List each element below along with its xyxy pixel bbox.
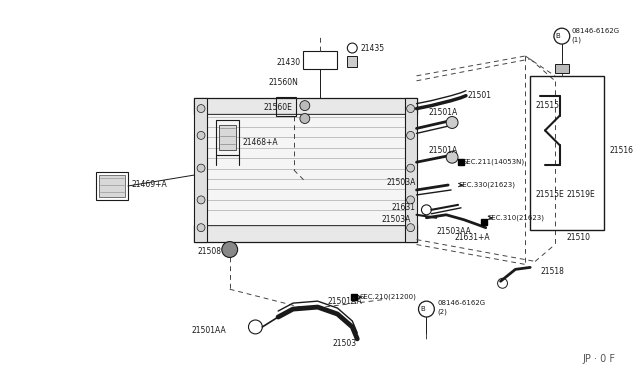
- Circle shape: [446, 116, 458, 128]
- Text: 21501AA: 21501AA: [328, 296, 362, 306]
- Polygon shape: [194, 98, 207, 241]
- Text: 21503AA: 21503AA: [436, 227, 471, 236]
- Text: SEC.310(21623): SEC.310(21623): [488, 215, 545, 221]
- Polygon shape: [555, 64, 569, 73]
- Text: (2): (2): [437, 309, 447, 315]
- Text: 21503: 21503: [333, 339, 356, 348]
- Polygon shape: [99, 175, 125, 197]
- Circle shape: [406, 164, 415, 172]
- Circle shape: [446, 151, 458, 163]
- Circle shape: [197, 164, 205, 172]
- Polygon shape: [197, 113, 415, 225]
- Text: 21631: 21631: [392, 203, 416, 212]
- Text: 21631+A: 21631+A: [454, 233, 490, 242]
- Text: 21518: 21518: [540, 267, 564, 276]
- Polygon shape: [404, 98, 417, 241]
- Text: B: B: [420, 306, 425, 312]
- Text: (1): (1): [572, 37, 582, 44]
- Text: 21501AA: 21501AA: [191, 326, 226, 336]
- Circle shape: [300, 113, 310, 124]
- Text: B: B: [556, 33, 560, 39]
- Text: 21519E: 21519E: [567, 190, 596, 199]
- Text: 21508: 21508: [197, 247, 221, 256]
- Polygon shape: [194, 225, 417, 241]
- Text: 21430: 21430: [276, 58, 300, 67]
- Circle shape: [406, 131, 415, 140]
- Text: 21560E: 21560E: [263, 103, 292, 112]
- Text: 21515: 21515: [535, 101, 559, 110]
- Text: 21435: 21435: [360, 44, 384, 52]
- Polygon shape: [194, 98, 417, 113]
- Text: 21560N: 21560N: [268, 78, 298, 87]
- Circle shape: [406, 224, 415, 232]
- Circle shape: [197, 131, 205, 140]
- Text: 21501A: 21501A: [428, 108, 458, 117]
- Text: SEC.210(21200): SEC.210(21200): [359, 294, 416, 301]
- Text: SEC.211(14053N): SEC.211(14053N): [463, 159, 525, 166]
- Text: 21503A: 21503A: [387, 177, 416, 186]
- Text: 08146-6162G: 08146-6162G: [572, 28, 620, 34]
- Text: 21516: 21516: [609, 146, 633, 155]
- Polygon shape: [348, 56, 357, 67]
- Text: SEC.330(21623): SEC.330(21623): [458, 182, 515, 188]
- Text: JP · 0 F: JP · 0 F: [582, 354, 616, 364]
- Circle shape: [197, 196, 205, 204]
- Text: 21515E: 21515E: [535, 190, 564, 199]
- Text: 21501A: 21501A: [428, 146, 458, 155]
- Polygon shape: [219, 125, 236, 150]
- Text: 21468+A: 21468+A: [243, 138, 278, 147]
- Circle shape: [406, 105, 415, 113]
- Text: 21501: 21501: [468, 91, 492, 100]
- Circle shape: [197, 105, 205, 113]
- Circle shape: [406, 196, 415, 204]
- Text: 08146-6162G: 08146-6162G: [437, 300, 485, 306]
- Text: 21503A: 21503A: [382, 215, 412, 224]
- Text: 21510: 21510: [567, 233, 591, 242]
- Text: 21469+A: 21469+A: [132, 180, 168, 189]
- Circle shape: [222, 241, 237, 257]
- Circle shape: [300, 101, 310, 110]
- Circle shape: [197, 224, 205, 232]
